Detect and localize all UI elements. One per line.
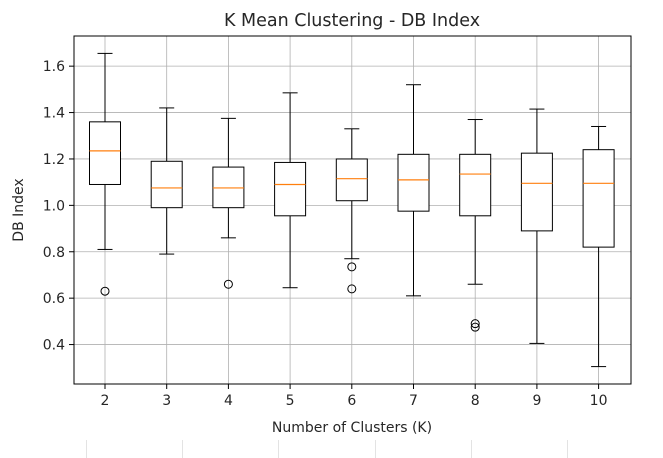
iqr-box	[582, 149, 615, 248]
bottom-strip	[0, 440, 663, 458]
outlier-point	[470, 319, 480, 329]
box-k-9	[520, 108, 553, 344]
y-tick-label: 1.2	[43, 152, 65, 168]
box-k-4	[212, 117, 245, 289]
outlier-point	[347, 284, 357, 294]
iqr-box	[520, 152, 553, 232]
box-k-6	[335, 128, 368, 294]
x-tick-label: 2	[101, 393, 110, 409]
iqr-box	[274, 161, 307, 217]
box-k-7	[397, 84, 430, 297]
strip-divider	[278, 440, 279, 458]
box-k-2	[89, 52, 121, 296]
strip-divider	[567, 440, 568, 458]
strip-divider	[86, 440, 87, 458]
strip-divider	[375, 440, 376, 458]
iqr-box	[150, 160, 183, 209]
x-tick-label: 10	[590, 393, 608, 409]
iqr-box	[459, 153, 492, 217]
plot-frame	[73, 35, 632, 385]
box-k-8	[459, 119, 492, 332]
y-tick-label: 1.4	[43, 106, 65, 122]
strip-divider	[471, 440, 472, 458]
x-tick-label: 8	[471, 393, 480, 409]
outlier-point	[470, 322, 480, 332]
chart-title: K Mean Clustering - DB Index	[224, 11, 480, 31]
x-tick-label: 3	[162, 393, 171, 409]
y-tick-layer: 0.4 0.6 0.8 1.0 1.2 1.4 1.6	[43, 59, 74, 354]
x-tick-label: 4	[224, 393, 233, 409]
y-tick-label: 1.0	[43, 198, 65, 214]
outlier-point	[223, 279, 233, 289]
outlier-point	[347, 262, 357, 272]
x-tick-layer: 2 3 4 5 6 7 8 9 10	[101, 384, 608, 409]
iqr-box	[89, 121, 121, 185]
outlier-point	[100, 286, 110, 296]
iqr-box	[335, 158, 368, 202]
x-axis-label: Number of Clusters (K)	[272, 420, 432, 436]
y-tick-label: 0.6	[43, 291, 65, 307]
y-tick-label: 0.8	[43, 245, 65, 261]
x-tick-label: 7	[409, 393, 418, 409]
box-layer	[89, 52, 615, 368]
box-k-5	[274, 92, 307, 289]
strip-divider	[182, 440, 183, 458]
y-axis-label: DB Index	[11, 178, 27, 241]
iqr-box	[397, 153, 430, 212]
x-tick-label: 9	[532, 393, 541, 409]
y-tick-label: 1.6	[43, 59, 65, 75]
x-tick-label: 5	[286, 393, 295, 409]
y-tick-label: 0.4	[43, 338, 65, 354]
box-k-3	[150, 107, 183, 255]
box-k-10	[582, 125, 615, 368]
x-tick-label: 6	[347, 393, 356, 409]
